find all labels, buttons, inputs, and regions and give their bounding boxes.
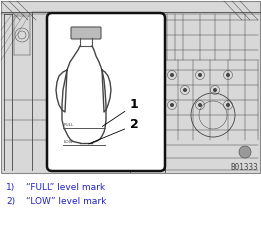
Text: 2: 2	[88, 119, 139, 144]
Text: 2): 2)	[6, 197, 15, 206]
Circle shape	[198, 103, 202, 107]
Circle shape	[183, 88, 187, 92]
Text: 1): 1)	[6, 183, 15, 192]
Circle shape	[170, 103, 174, 107]
Text: LOW: LOW	[64, 140, 74, 144]
Text: “FULL” level mark: “FULL” level mark	[26, 183, 105, 192]
Text: B01333: B01333	[230, 163, 258, 172]
Circle shape	[239, 146, 251, 158]
Text: “LOW” level mark: “LOW” level mark	[26, 197, 106, 206]
Circle shape	[198, 73, 202, 77]
Circle shape	[170, 73, 174, 77]
FancyBboxPatch shape	[71, 27, 101, 39]
Circle shape	[226, 73, 230, 77]
Text: FULL: FULL	[64, 123, 74, 127]
FancyBboxPatch shape	[1, 1, 260, 173]
Text: 1: 1	[102, 98, 139, 126]
FancyBboxPatch shape	[47, 13, 165, 171]
Circle shape	[226, 103, 230, 107]
Circle shape	[213, 88, 217, 92]
